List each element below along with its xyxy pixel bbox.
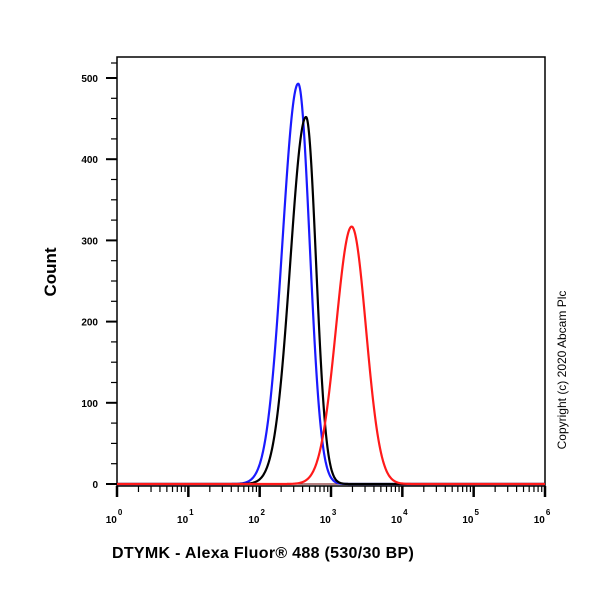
histogram-curves xyxy=(116,82,546,486)
x-tick-label: 104 xyxy=(391,508,408,526)
x-tick-label: 102 xyxy=(248,508,265,526)
histogram-series xyxy=(116,82,546,486)
y-tick-label: 200 xyxy=(81,318,98,329)
y-axis: 0 100 200 300 400 500 xyxy=(81,62,117,491)
x-tick-label: 106 xyxy=(534,508,551,526)
y-tick-label: 400 xyxy=(81,155,98,166)
x-axis-label: DTYMK - Alexa Fluor® 488 (530/30 BP) xyxy=(112,545,415,562)
y-tick-label: 500 xyxy=(81,74,98,85)
x-tick-label: 103 xyxy=(320,508,337,526)
histogram-series xyxy=(116,225,546,486)
y-tick-label: 0 xyxy=(92,480,98,491)
histogram-series xyxy=(116,115,546,486)
plot-frame xyxy=(116,56,546,487)
y-tick-label: 300 xyxy=(81,236,98,247)
x-tick-label: 100 xyxy=(106,508,123,526)
x-tick-label: 105 xyxy=(462,508,479,526)
y-axis-label: Count xyxy=(41,247,60,296)
y-tick-label: 100 xyxy=(81,399,98,410)
x-axis: 100 101 102 103 104 105 106 xyxy=(106,486,551,526)
x-tick-label: 101 xyxy=(177,508,194,526)
copyright-notice: Copyright (c) 2020 Abcam Plc xyxy=(555,291,569,450)
